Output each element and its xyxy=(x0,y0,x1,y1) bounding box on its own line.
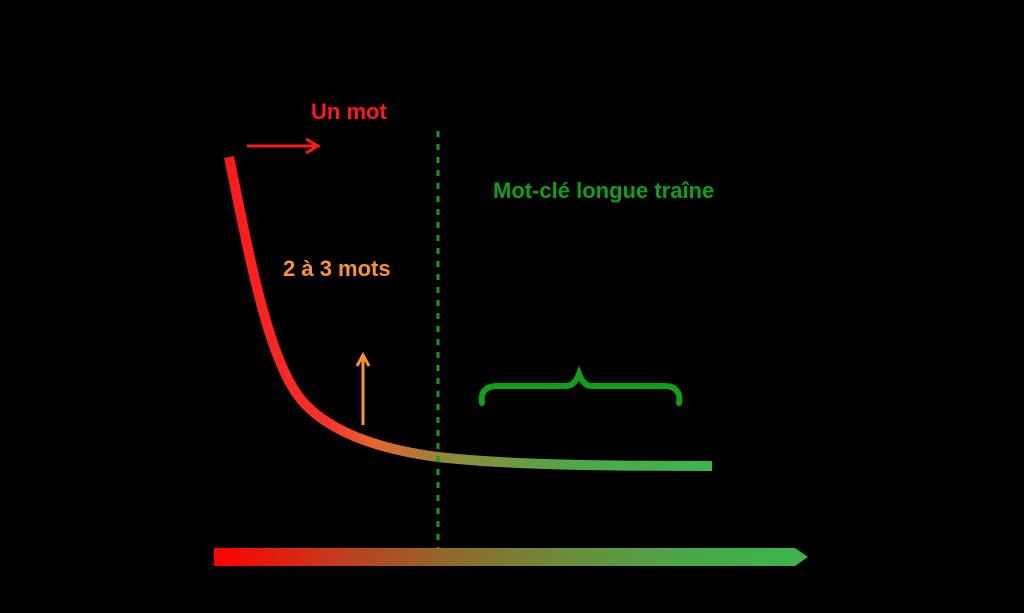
label-one-word: Un mot xyxy=(311,99,387,124)
curly-brace-icon xyxy=(478,365,683,406)
gradient-axis-arrow xyxy=(214,548,808,566)
arrow-up-icon xyxy=(355,351,371,425)
demand-curve xyxy=(224,156,713,471)
arrow-right-icon xyxy=(247,137,321,155)
label-two-three-words: 2 à 3 mots xyxy=(283,256,391,281)
label-long-tail: Mot-clé longue traîne xyxy=(493,178,715,203)
